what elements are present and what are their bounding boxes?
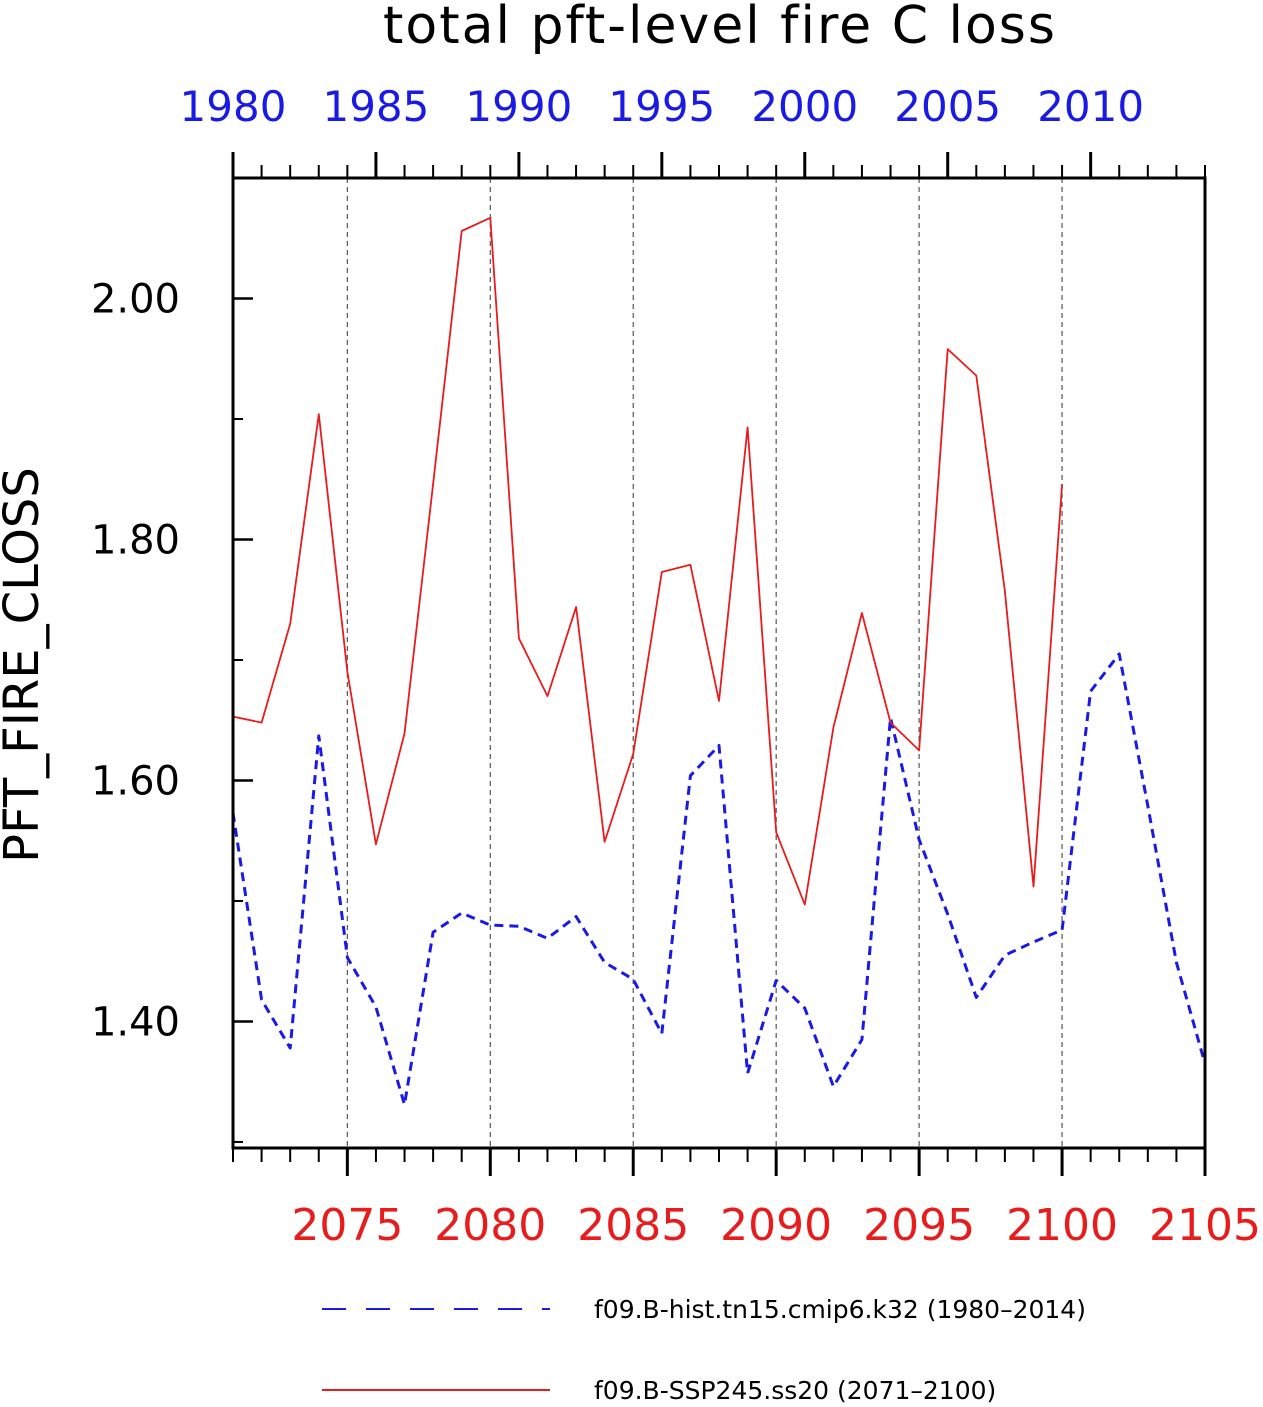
y-tick-labels: 1.40 1.60 1.80 2.00 xyxy=(91,276,180,1045)
y-tick-label: 1.60 xyxy=(91,758,180,804)
y-axis-label: PFT_FIRE_CLOSS xyxy=(0,467,50,863)
bottom-x-tick-label: 2105 xyxy=(1149,1200,1261,1251)
grid-lines xyxy=(346,178,1063,1148)
bottom-x-tick-label: 2080 xyxy=(434,1200,546,1251)
legend-label-ssp: f09.B-SSP245.ss20 (2071–2100) xyxy=(594,1376,996,1405)
top-x-tick-label: 1980 xyxy=(180,82,287,131)
legend-label-hist: f09.B-hist.tn15.cmip6.k32 (1980–2014) xyxy=(594,1295,1086,1324)
plot-frame xyxy=(231,176,1207,1150)
y-tick-label: 1.40 xyxy=(91,999,180,1045)
legend: f09.B-hist.tn15.cmip6.k32 (1980–2014) f0… xyxy=(322,1295,1086,1405)
bottom-x-tick-label: 2095 xyxy=(863,1200,975,1251)
top-x-tick-label: 1995 xyxy=(608,82,715,131)
chart-title: total pft-level fire C loss xyxy=(383,0,1057,56)
series-line-ssp xyxy=(232,216,1063,906)
bottom-x-tick-label: 2085 xyxy=(577,1200,689,1251)
y-tick-label: 1.80 xyxy=(91,517,180,563)
top-x-tick-labels: 1980 1985 1990 1995 2000 2005 2010 xyxy=(180,82,1145,131)
bottom-x-tick-label: 2075 xyxy=(291,1200,403,1251)
top-x-tick-label: 2005 xyxy=(894,82,1001,131)
series-line-hist xyxy=(231,652,1207,1107)
axis-ticks xyxy=(231,152,1207,1176)
top-x-tick-label: 2000 xyxy=(751,82,858,131)
top-x-tick-label: 1990 xyxy=(465,82,572,131)
top-x-tick-label: 2010 xyxy=(1037,82,1144,131)
bottom-x-tick-label: 2090 xyxy=(720,1200,832,1251)
bottom-x-tick-label: 2100 xyxy=(1006,1200,1118,1251)
top-x-tick-label: 1985 xyxy=(322,82,429,131)
series-lines xyxy=(231,216,1207,1107)
y-tick-label: 2.00 xyxy=(91,276,180,322)
bottom-x-tick-labels: 2075 2080 2085 2090 2095 2100 2105 xyxy=(291,1200,1261,1251)
